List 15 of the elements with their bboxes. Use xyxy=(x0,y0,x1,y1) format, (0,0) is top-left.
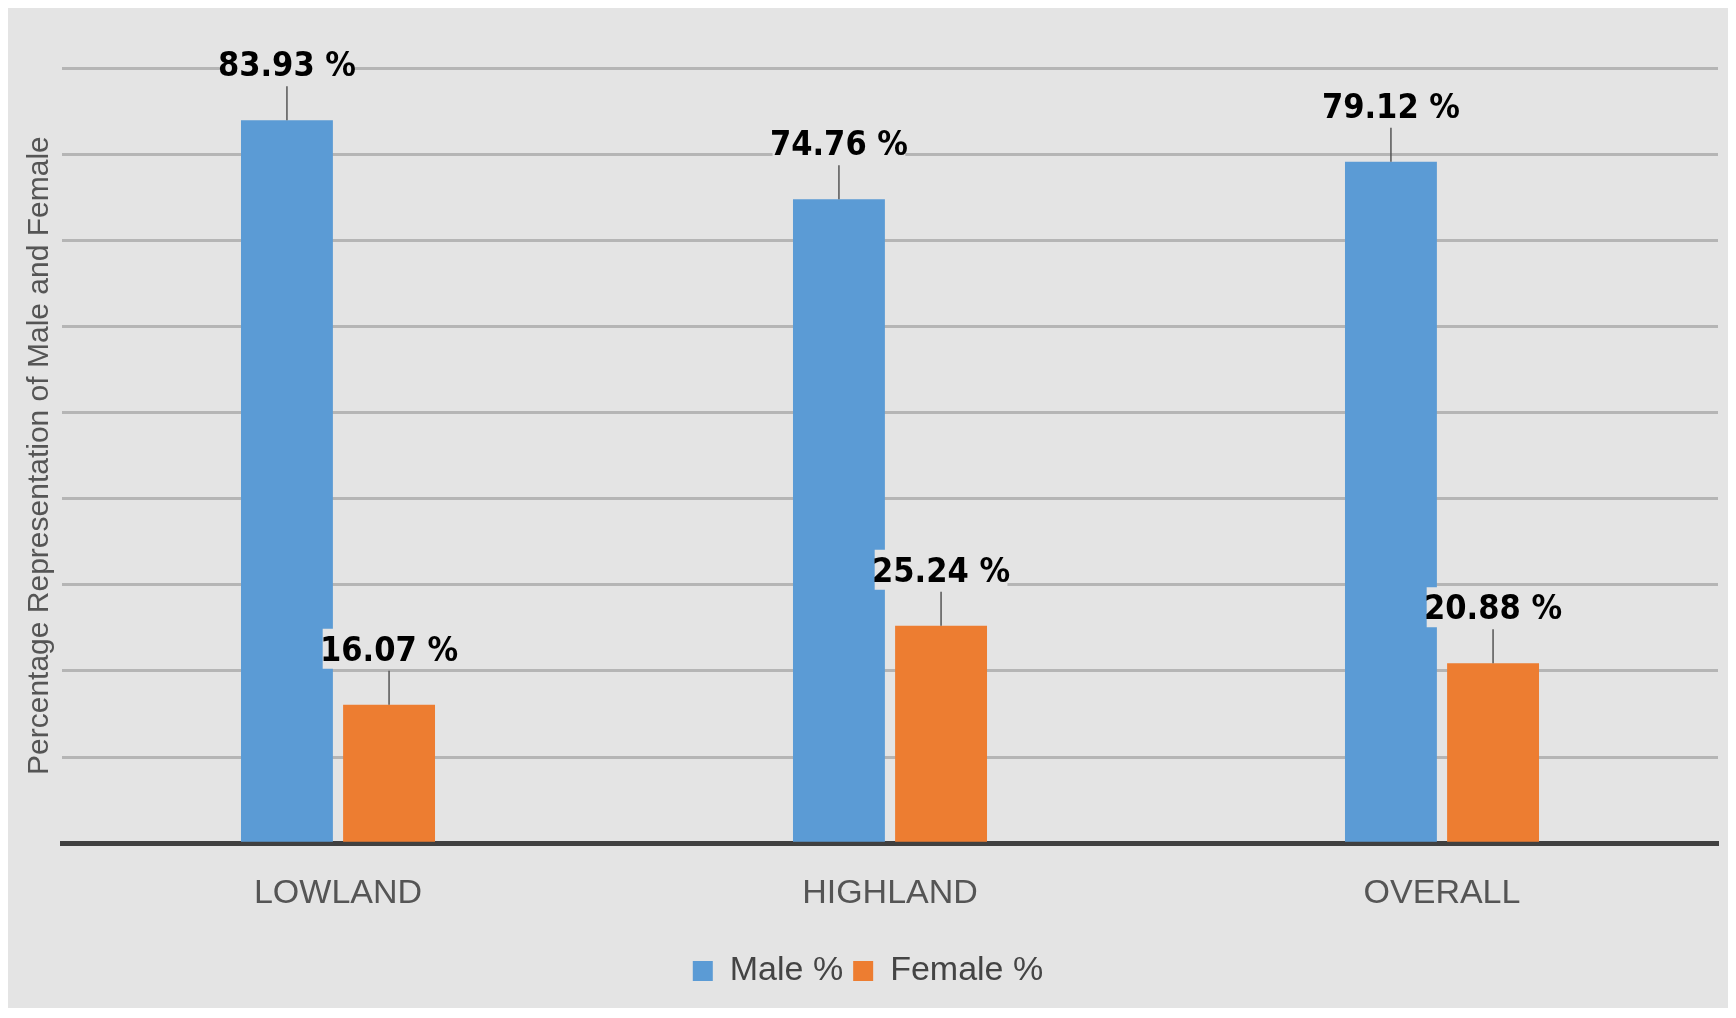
bar xyxy=(895,625,988,842)
data-label: 16.07 % xyxy=(320,628,459,669)
x-tick-label: LOWLAND xyxy=(253,871,423,910)
x-tick-label: HIGHLAND xyxy=(802,871,978,910)
data-label: 25.24 % xyxy=(872,549,1011,590)
bar xyxy=(1447,663,1540,842)
data-label: 79.12 % xyxy=(1321,85,1460,126)
legend-label: Male % xyxy=(729,949,844,988)
data-label: 20.88 % xyxy=(1424,587,1563,628)
data-label: 83.93 % xyxy=(217,44,356,85)
x-tick-label: OVERALL xyxy=(1363,871,1521,910)
data-label: 74.76 % xyxy=(769,123,908,164)
y-axis-title: Percentage Representation of Male and Female xyxy=(21,136,55,775)
bar xyxy=(343,704,436,842)
legend-label: Female % xyxy=(890,949,1044,988)
